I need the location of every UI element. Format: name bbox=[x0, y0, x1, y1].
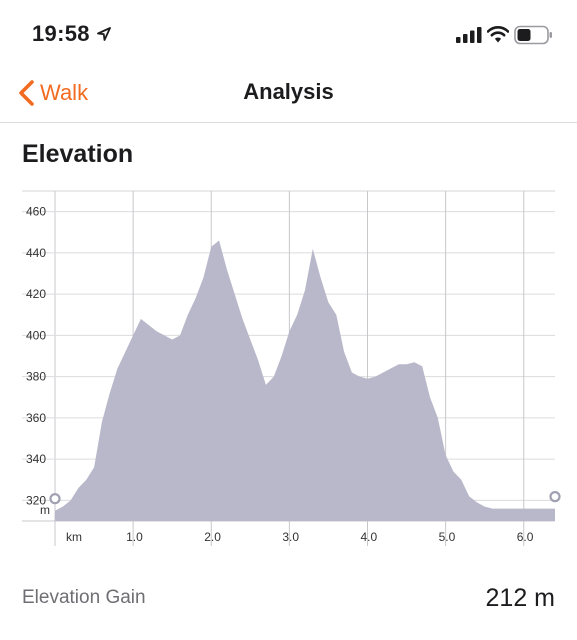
y-tick-label: 380 bbox=[26, 370, 46, 384]
x-tick-label: 6.0 bbox=[517, 530, 534, 544]
cellular-signal-icon bbox=[456, 27, 482, 43]
battery-icon bbox=[514, 25, 552, 45]
y-tick-label: 320 bbox=[26, 493, 46, 507]
page-title: Analysis bbox=[243, 79, 334, 104]
elevation-chart-svg: 320 340 360 380 400 420 440 460 1.0 2.0 3.0 4.0 5.0 6… bbox=[22, 190, 561, 546]
y-tick-label: 440 bbox=[26, 246, 46, 260]
y-tick-label: 400 bbox=[26, 328, 46, 342]
y-tick-label: 360 bbox=[26, 411, 46, 425]
elevation-gain-value: 212 m bbox=[485, 583, 555, 612]
elevation-gain-label: Elevation Gain bbox=[22, 587, 146, 608]
y-tick-label: 460 bbox=[26, 205, 46, 219]
x-tick-label: 5.0 bbox=[439, 530, 456, 544]
chevron-left-icon bbox=[19, 80, 34, 106]
location-arrow-icon bbox=[97, 27, 111, 41]
elevation-area bbox=[55, 240, 555, 521]
status-time: 19:58 bbox=[32, 21, 90, 46]
status-bar: 19:58 bbox=[0, 0, 577, 66]
back-button[interactable]: Walk bbox=[17, 78, 88, 108]
elevation-chart: 320 340 360 380 400 420 440 460 1.0 2.0 3.0 4.0 5.0 6… bbox=[0, 188, 577, 558]
back-button-label: Walk bbox=[40, 80, 89, 105]
y-tick-label: 420 bbox=[26, 287, 46, 301]
x-tick-label: 1.0 bbox=[126, 530, 143, 544]
x-tick-label: 2.0 bbox=[204, 530, 221, 544]
navigation-bar: Walk Analysis bbox=[0, 66, 577, 123]
x-axis-label: km bbox=[66, 530, 82, 544]
y-tick-label: 340 bbox=[26, 452, 46, 466]
elevation-gain-row: Elevation Gain 212 m bbox=[22, 580, 555, 616]
x-tick-label: 4.0 bbox=[361, 530, 378, 544]
start-marker bbox=[49, 493, 61, 505]
x-tick-label: 3.0 bbox=[282, 530, 299, 544]
section-title: Elevation bbox=[22, 140, 134, 168]
y-axis-label: m bbox=[40, 503, 50, 517]
wifi-icon bbox=[487, 26, 509, 43]
end-marker bbox=[549, 491, 561, 503]
